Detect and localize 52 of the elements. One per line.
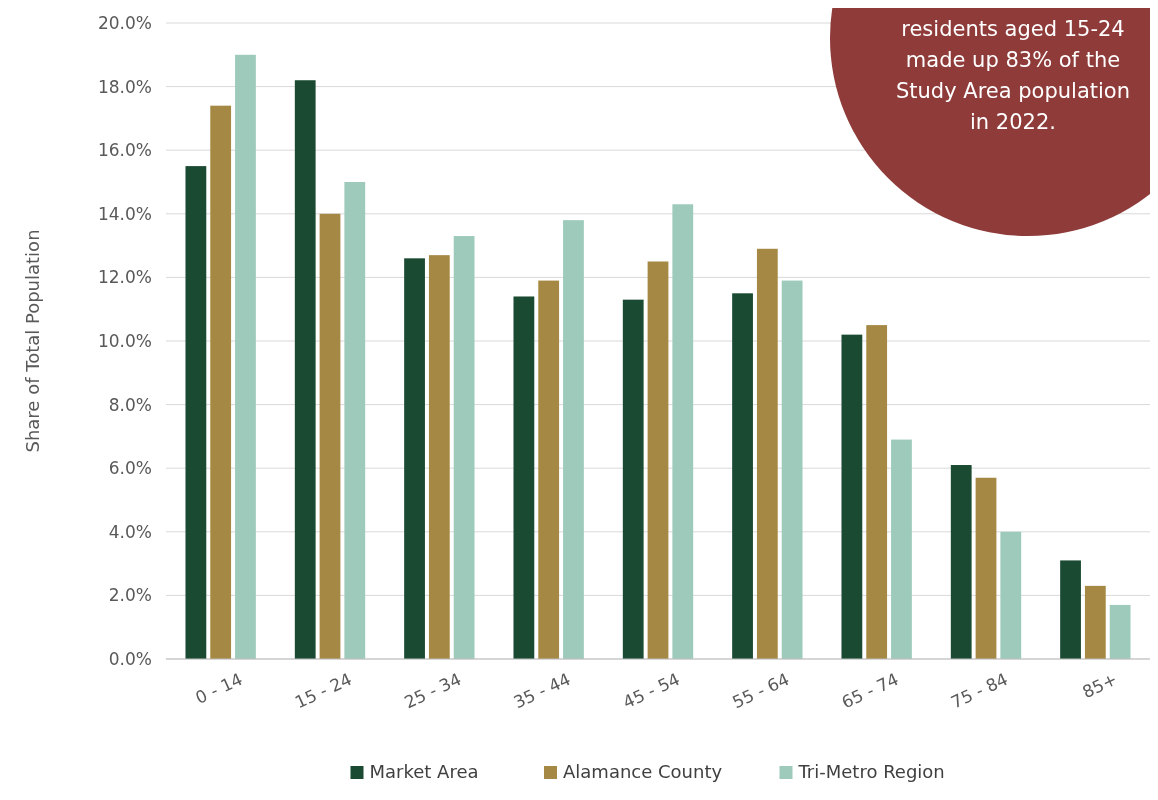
x-tick-label: 25 - 34 bbox=[401, 668, 465, 713]
y-tick-label: 8.0% bbox=[108, 394, 152, 415]
bar bbox=[428, 255, 450, 659]
bar bbox=[404, 258, 425, 659]
bar bbox=[319, 213, 341, 659]
legend-label: Alamance County bbox=[563, 761, 723, 782]
y-tick-label: 16.0% bbox=[97, 140, 152, 161]
y-tick-label: 6.0% bbox=[108, 458, 152, 479]
bar bbox=[538, 280, 560, 659]
bar bbox=[1109, 604, 1131, 659]
y-axis-title: Share of Total Population bbox=[21, 229, 43, 453]
y-tick-label: 12.0% bbox=[97, 267, 152, 288]
x-tick-label: 0 - 14 bbox=[192, 668, 246, 708]
bar bbox=[841, 334, 863, 659]
y-tick-label: 10.0% bbox=[97, 330, 152, 351]
legend-label: Tri-Metro Region bbox=[797, 761, 945, 782]
bar bbox=[344, 182, 366, 659]
bar bbox=[210, 105, 232, 659]
y-tick-label: 0.0% bbox=[108, 648, 152, 669]
bar bbox=[622, 299, 644, 659]
bar bbox=[672, 204, 694, 659]
bar bbox=[513, 296, 535, 659]
bar bbox=[891, 439, 912, 659]
bar bbox=[185, 166, 207, 659]
bar bbox=[781, 280, 803, 659]
bar bbox=[563, 220, 584, 659]
bar bbox=[1084, 585, 1106, 659]
annotation: residents aged 15-24 made up 83% of the Study Area population in 2022. bbox=[895, 17, 1131, 134]
bar bbox=[235, 54, 256, 659]
legend-label: Market Area bbox=[369, 761, 479, 782]
y-tick-label: 18.0% bbox=[97, 76, 152, 97]
bar bbox=[294, 80, 316, 659]
bar bbox=[1060, 560, 1081, 659]
bar bbox=[950, 465, 972, 659]
y-tick-label: 4.0% bbox=[108, 521, 152, 542]
x-tick-label: 75 - 84 bbox=[947, 668, 1011, 713]
bar bbox=[1000, 531, 1022, 659]
bar bbox=[866, 325, 888, 659]
x-tick-label: 55 - 64 bbox=[729, 668, 793, 713]
bar bbox=[453, 236, 475, 659]
bar bbox=[756, 248, 778, 659]
x-tick-label: 45 - 54 bbox=[619, 668, 683, 713]
bar bbox=[732, 293, 753, 659]
bar bbox=[975, 477, 997, 659]
x-tick-label: 65 - 74 bbox=[838, 668, 902, 713]
x-tick-label: 35 - 44 bbox=[510, 668, 574, 713]
bar bbox=[647, 261, 669, 659]
y-tick-label: 20.0% bbox=[97, 12, 152, 33]
y-tick-label: 14.0% bbox=[97, 203, 152, 224]
y-tick-label: 2.0% bbox=[108, 585, 152, 606]
x-tick-label: 15 - 24 bbox=[291, 668, 355, 713]
x-tick-label: 85+ bbox=[1079, 668, 1121, 703]
